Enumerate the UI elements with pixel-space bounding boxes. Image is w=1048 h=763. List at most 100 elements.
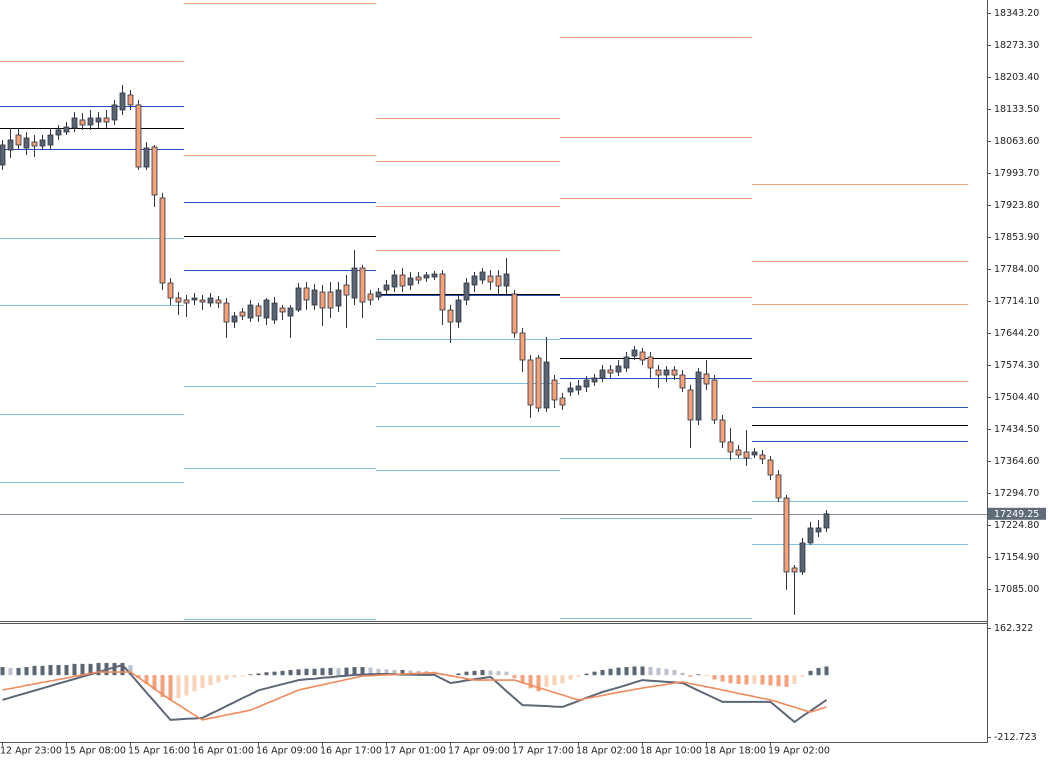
histogram-bar — [632, 666, 637, 676]
candle-body — [487, 275, 494, 283]
histogram-bar — [176, 675, 181, 699]
histogram-bar — [480, 669, 485, 676]
histogram-bar — [376, 668, 381, 676]
histogram-bar — [512, 675, 517, 679]
candle-body — [191, 297, 198, 301]
histogram-bar — [800, 675, 805, 677]
histogram-bar — [488, 670, 493, 676]
candle-body — [135, 104, 142, 168]
candle-body — [79, 119, 86, 126]
candle-body — [703, 373, 710, 385]
x-tick-label: 16 Apr 09:00 — [256, 746, 318, 757]
histogram-bar — [568, 675, 573, 680]
y-tick-label: 17085.00 — [994, 584, 1039, 595]
candle-body — [671, 369, 678, 376]
candle-body — [511, 293, 518, 334]
candle-body — [271, 302, 278, 321]
y-tick-label: 17993.70 — [994, 168, 1039, 179]
histogram-bar — [712, 675, 717, 680]
candle-body — [103, 117, 110, 123]
candle-body — [311, 289, 318, 306]
histogram-bar — [360, 667, 365, 676]
candle-body — [623, 356, 630, 369]
histogram-bar — [64, 665, 69, 676]
candle-body — [575, 385, 582, 391]
histogram-bar — [672, 669, 677, 676]
candle-body — [15, 134, 22, 146]
x-tick-label: 17 Apr 01:00 — [384, 746, 446, 757]
histogram-bar — [8, 667, 13, 676]
y-tick-label: 17714.10 — [994, 296, 1039, 307]
x-tick-label: 17 Apr 09:00 — [448, 746, 510, 757]
indicator-line — [2, 671, 827, 721]
candle-body — [431, 273, 438, 278]
histogram-bar — [448, 674, 453, 676]
candle-body — [631, 349, 638, 357]
histogram-bar — [112, 662, 117, 676]
histogram-bar — [656, 667, 661, 676]
histogram-bar — [216, 675, 221, 683]
histogram-bar — [680, 672, 685, 676]
candle-body — [327, 291, 334, 309]
candle-body — [47, 134, 54, 146]
candle-body — [551, 379, 558, 401]
histogram-bar — [48, 665, 53, 676]
candle-body — [543, 361, 550, 409]
x-tick-label: 18 Apr 10:00 — [640, 746, 702, 757]
y-tick-label: 17574.30 — [994, 360, 1039, 371]
candle-body — [719, 419, 726, 443]
candle-body — [183, 299, 190, 304]
histogram-bar — [304, 668, 309, 676]
candle-body — [167, 282, 174, 299]
candle-body — [255, 305, 262, 317]
y-tick-label: 17294.70 — [994, 488, 1039, 499]
histogram-bar — [616, 667, 621, 676]
candle-body — [207, 297, 214, 304]
y2-tick-label: -212.723 — [994, 732, 1037, 743]
candle-body — [223, 302, 230, 323]
histogram-bar — [560, 675, 565, 684]
candle-body — [599, 369, 606, 379]
histogram-bar — [600, 669, 605, 676]
histogram-bar — [536, 675, 541, 692]
histogram-bar — [16, 667, 21, 676]
x-tick-label: 16 Apr 01:00 — [192, 746, 254, 757]
candle-body — [439, 273, 446, 311]
y-tick-label: 18203.40 — [994, 72, 1039, 83]
histogram-bar — [312, 668, 317, 676]
candle-body — [455, 299, 462, 323]
histogram-bar — [328, 667, 333, 676]
histogram-bar — [352, 667, 357, 676]
candle-body — [535, 357, 542, 409]
histogram-bar — [392, 669, 397, 676]
candle-body — [647, 356, 654, 369]
y-tick-label: 18273.30 — [994, 40, 1039, 51]
candle-body — [823, 513, 830, 529]
candle-body — [463, 282, 470, 301]
candle-body — [231, 315, 238, 323]
histogram-bar — [808, 670, 813, 676]
histogram-bar — [576, 675, 581, 677]
histogram-bar — [264, 672, 269, 676]
y-tick-label: 18063.60 — [994, 136, 1039, 147]
candle-body — [799, 542, 806, 573]
histogram-bar — [24, 667, 29, 676]
y-tick-label: 17434.50 — [994, 424, 1039, 435]
candle-body — [303, 287, 310, 301]
candle-body — [567, 387, 574, 393]
candle-body — [287, 307, 294, 317]
candle-body — [495, 275, 502, 287]
histogram-bar — [664, 668, 669, 676]
histogram-bar — [88, 663, 93, 676]
x-tick-label: 16 Apr 17:00 — [320, 746, 382, 757]
histogram-bar — [624, 667, 629, 676]
candle-body — [407, 277, 414, 286]
candle-body — [815, 527, 822, 533]
x-tick-label: 17 Apr 17:00 — [512, 746, 574, 757]
histogram-bar — [592, 671, 597, 676]
candle-body — [767, 459, 774, 476]
y-tick-label: 17853.90 — [994, 232, 1039, 243]
histogram-bar — [336, 668, 341, 676]
histogram-bar — [208, 675, 213, 686]
histogram-bar — [496, 671, 501, 676]
